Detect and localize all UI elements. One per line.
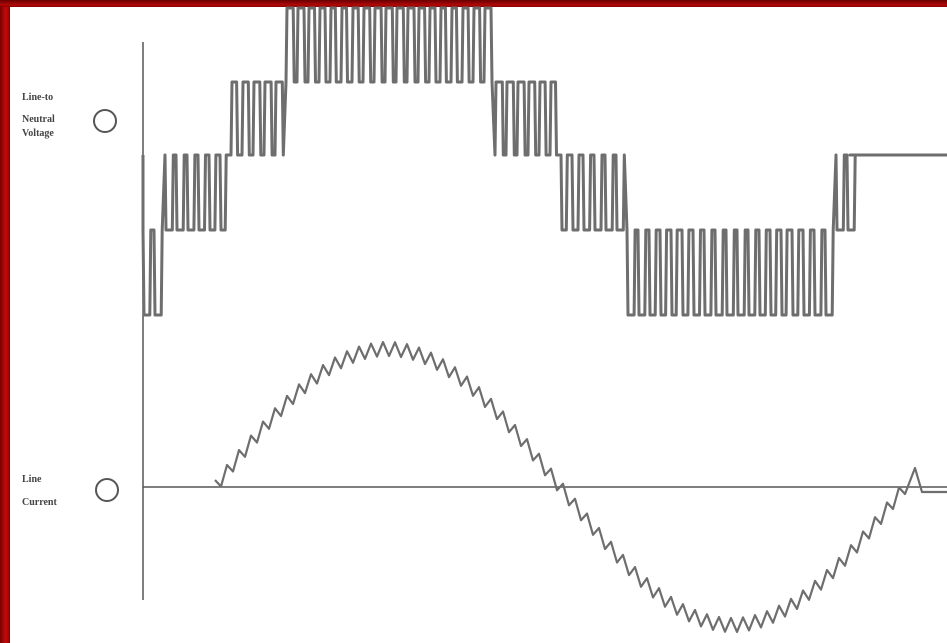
voltage-label-line-1: Line-to xyxy=(22,92,53,103)
line-to-neutral-voltage-waveform xyxy=(141,6,947,317)
voltage-terminal-marker xyxy=(93,109,117,133)
voltage-label-line-2: Neutral xyxy=(22,114,55,125)
current-terminal-marker xyxy=(95,478,119,502)
slide-frame-top xyxy=(0,0,947,7)
voltage-label-line-3: Voltage xyxy=(22,128,54,139)
current-label-line-1: Line xyxy=(22,474,42,485)
slide-frame-left xyxy=(0,0,10,643)
line-current-waveform xyxy=(214,341,947,634)
current-label-line-2: Current xyxy=(22,497,57,508)
voltage-label: Line-to Neutral Voltage xyxy=(22,92,57,139)
current-label: Line Current xyxy=(22,474,57,508)
